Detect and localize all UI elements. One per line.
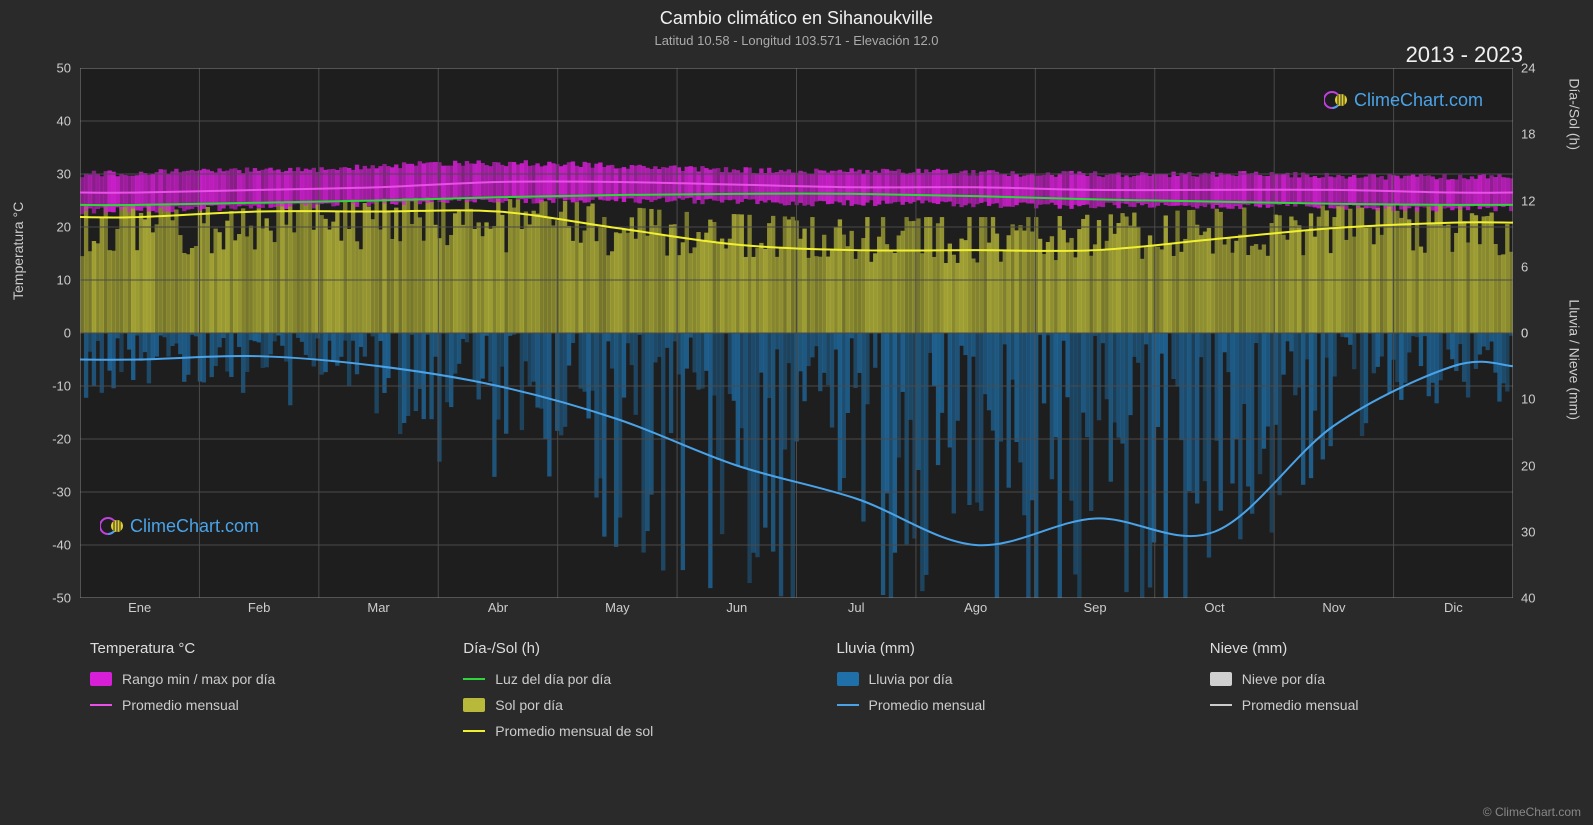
y-tick-right-bottom: 0: [1521, 326, 1528, 341]
y-tick-left: -50: [52, 591, 71, 606]
x-tick: May: [558, 600, 677, 620]
year-range: 2013 - 2023: [1406, 42, 1523, 68]
x-tick: Sep: [1035, 600, 1154, 620]
y-tick-left: -20: [52, 432, 71, 447]
legend-column: Día-/Sol (h) Luz del día por día Sol por d…: [463, 640, 826, 739]
legend-label: Promedio mensual: [122, 697, 239, 713]
y-ticks-left: 50403020100-10-20-30-40-50: [45, 68, 77, 598]
y-tick-left: 40: [57, 114, 71, 129]
x-ticks: EneFebMarAbrMayJunJulAgoSepOctNovDic: [80, 600, 1513, 620]
legend-header: Día-/Sol (h): [463, 640, 826, 657]
x-tick: Oct: [1155, 600, 1274, 620]
y-tick-right-top: 6: [1521, 259, 1528, 274]
watermark-top: ClimeChart.com: [1324, 88, 1483, 112]
legend-label: Nieve por día: [1242, 671, 1325, 687]
y-tick-left: -10: [52, 379, 71, 394]
legend-swatch: [837, 672, 859, 686]
legend-swatch: [1210, 704, 1232, 706]
legend-label: Promedio mensual de sol: [495, 723, 653, 739]
y-ticks-right-top: 24181260: [1515, 68, 1543, 333]
x-tick: Ene: [80, 600, 199, 620]
chart-title: Cambio climático en Sihanoukville: [0, 0, 1593, 29]
y-tick-right-bottom: 10: [1521, 392, 1535, 407]
legend-item: Sol por día: [463, 697, 826, 713]
y-axis-left-label: Temperatura °C: [10, 202, 26, 300]
y-tick-right-top: 24: [1521, 61, 1535, 76]
legend-swatch: [463, 698, 485, 712]
legend-label: Promedio mensual: [1242, 697, 1359, 713]
legend: Temperatura °C Rango min / max por día Pro…: [90, 640, 1573, 739]
legend-swatch: [90, 672, 112, 686]
y-tick-left: 30: [57, 167, 71, 182]
y-tick-left: 0: [64, 326, 71, 341]
copyright: © ClimeChart.com: [1483, 805, 1581, 819]
y-tick-right-bottom: 20: [1521, 458, 1535, 473]
y-ticks-right-bottom: 010203040: [1515, 333, 1543, 598]
y-tick-right-top: 12: [1521, 193, 1535, 208]
legend-item: Promedio mensual: [1210, 697, 1573, 713]
watermark-text: ClimeChart.com: [130, 516, 259, 537]
x-tick: Feb: [199, 600, 318, 620]
legend-label: Sol por día: [495, 697, 563, 713]
legend-label: Rango min / max por día: [122, 671, 275, 687]
watermark-bottom: ClimeChart.com: [100, 514, 259, 538]
x-tick: Jun: [677, 600, 796, 620]
legend-item: Lluvia por día: [837, 671, 1200, 687]
x-tick: Jul: [797, 600, 916, 620]
chart-container: Cambio climático en Sihanoukville Latitu…: [0, 0, 1593, 825]
legend-swatch: [1210, 672, 1232, 686]
legend-header: Nieve (mm): [1210, 640, 1573, 657]
legend-label: Lluvia por día: [869, 671, 953, 687]
y-tick-left: -30: [52, 485, 71, 500]
legend-swatch: [463, 730, 485, 732]
logo-icon: [1324, 88, 1348, 112]
legend-label: Promedio mensual: [869, 697, 986, 713]
x-tick: Mar: [319, 600, 438, 620]
y-tick-left: 10: [57, 273, 71, 288]
y-tick-right-bottom: 30: [1521, 524, 1535, 539]
legend-swatch: [463, 678, 485, 680]
legend-column: Temperatura °C Rango min / max por día Pro…: [90, 640, 453, 739]
legend-item: Promedio mensual: [90, 697, 453, 713]
y-axis-right-bottom-label: Lluvia / Nieve (mm): [1567, 299, 1583, 420]
y-tick-right-bottom: 40: [1521, 591, 1535, 606]
x-tick: Dic: [1394, 600, 1513, 620]
y-tick-left: 50: [57, 61, 71, 76]
y-axis-right-top-label: Día-/Sol (h): [1567, 78, 1583, 150]
y-tick-left: -40: [52, 538, 71, 553]
legend-column: Lluvia (mm) Lluvia por día Promedio mensua…: [837, 640, 1200, 739]
legend-item: Promedio mensual: [837, 697, 1200, 713]
chart-subtitle: Latitud 10.58 - Longitud 103.571 - Eleva…: [0, 29, 1593, 48]
legend-item: Rango min / max por día: [90, 671, 453, 687]
legend-item: Nieve por día: [1210, 671, 1573, 687]
legend-column: Nieve (mm) Nieve por día Promedio mensual: [1210, 640, 1573, 739]
legend-header: Lluvia (mm): [837, 640, 1200, 657]
legend-swatch: [837, 704, 859, 706]
x-tick: Nov: [1274, 600, 1393, 620]
y-tick-left: 20: [57, 220, 71, 235]
plot-area: ClimeChart.com ClimeChart.com: [80, 68, 1513, 598]
legend-item: Luz del día por día: [463, 671, 826, 687]
legend-header: Temperatura °C: [90, 640, 453, 657]
watermark-text: ClimeChart.com: [1354, 90, 1483, 111]
legend-swatch: [90, 704, 112, 706]
y-tick-right-top: 18: [1521, 127, 1535, 142]
legend-label: Luz del día por día: [495, 671, 611, 687]
plot-svg: [80, 68, 1513, 598]
x-tick: Abr: [438, 600, 557, 620]
x-tick: Ago: [916, 600, 1035, 620]
logo-icon: [100, 514, 124, 538]
legend-item: Promedio mensual de sol: [463, 723, 826, 739]
